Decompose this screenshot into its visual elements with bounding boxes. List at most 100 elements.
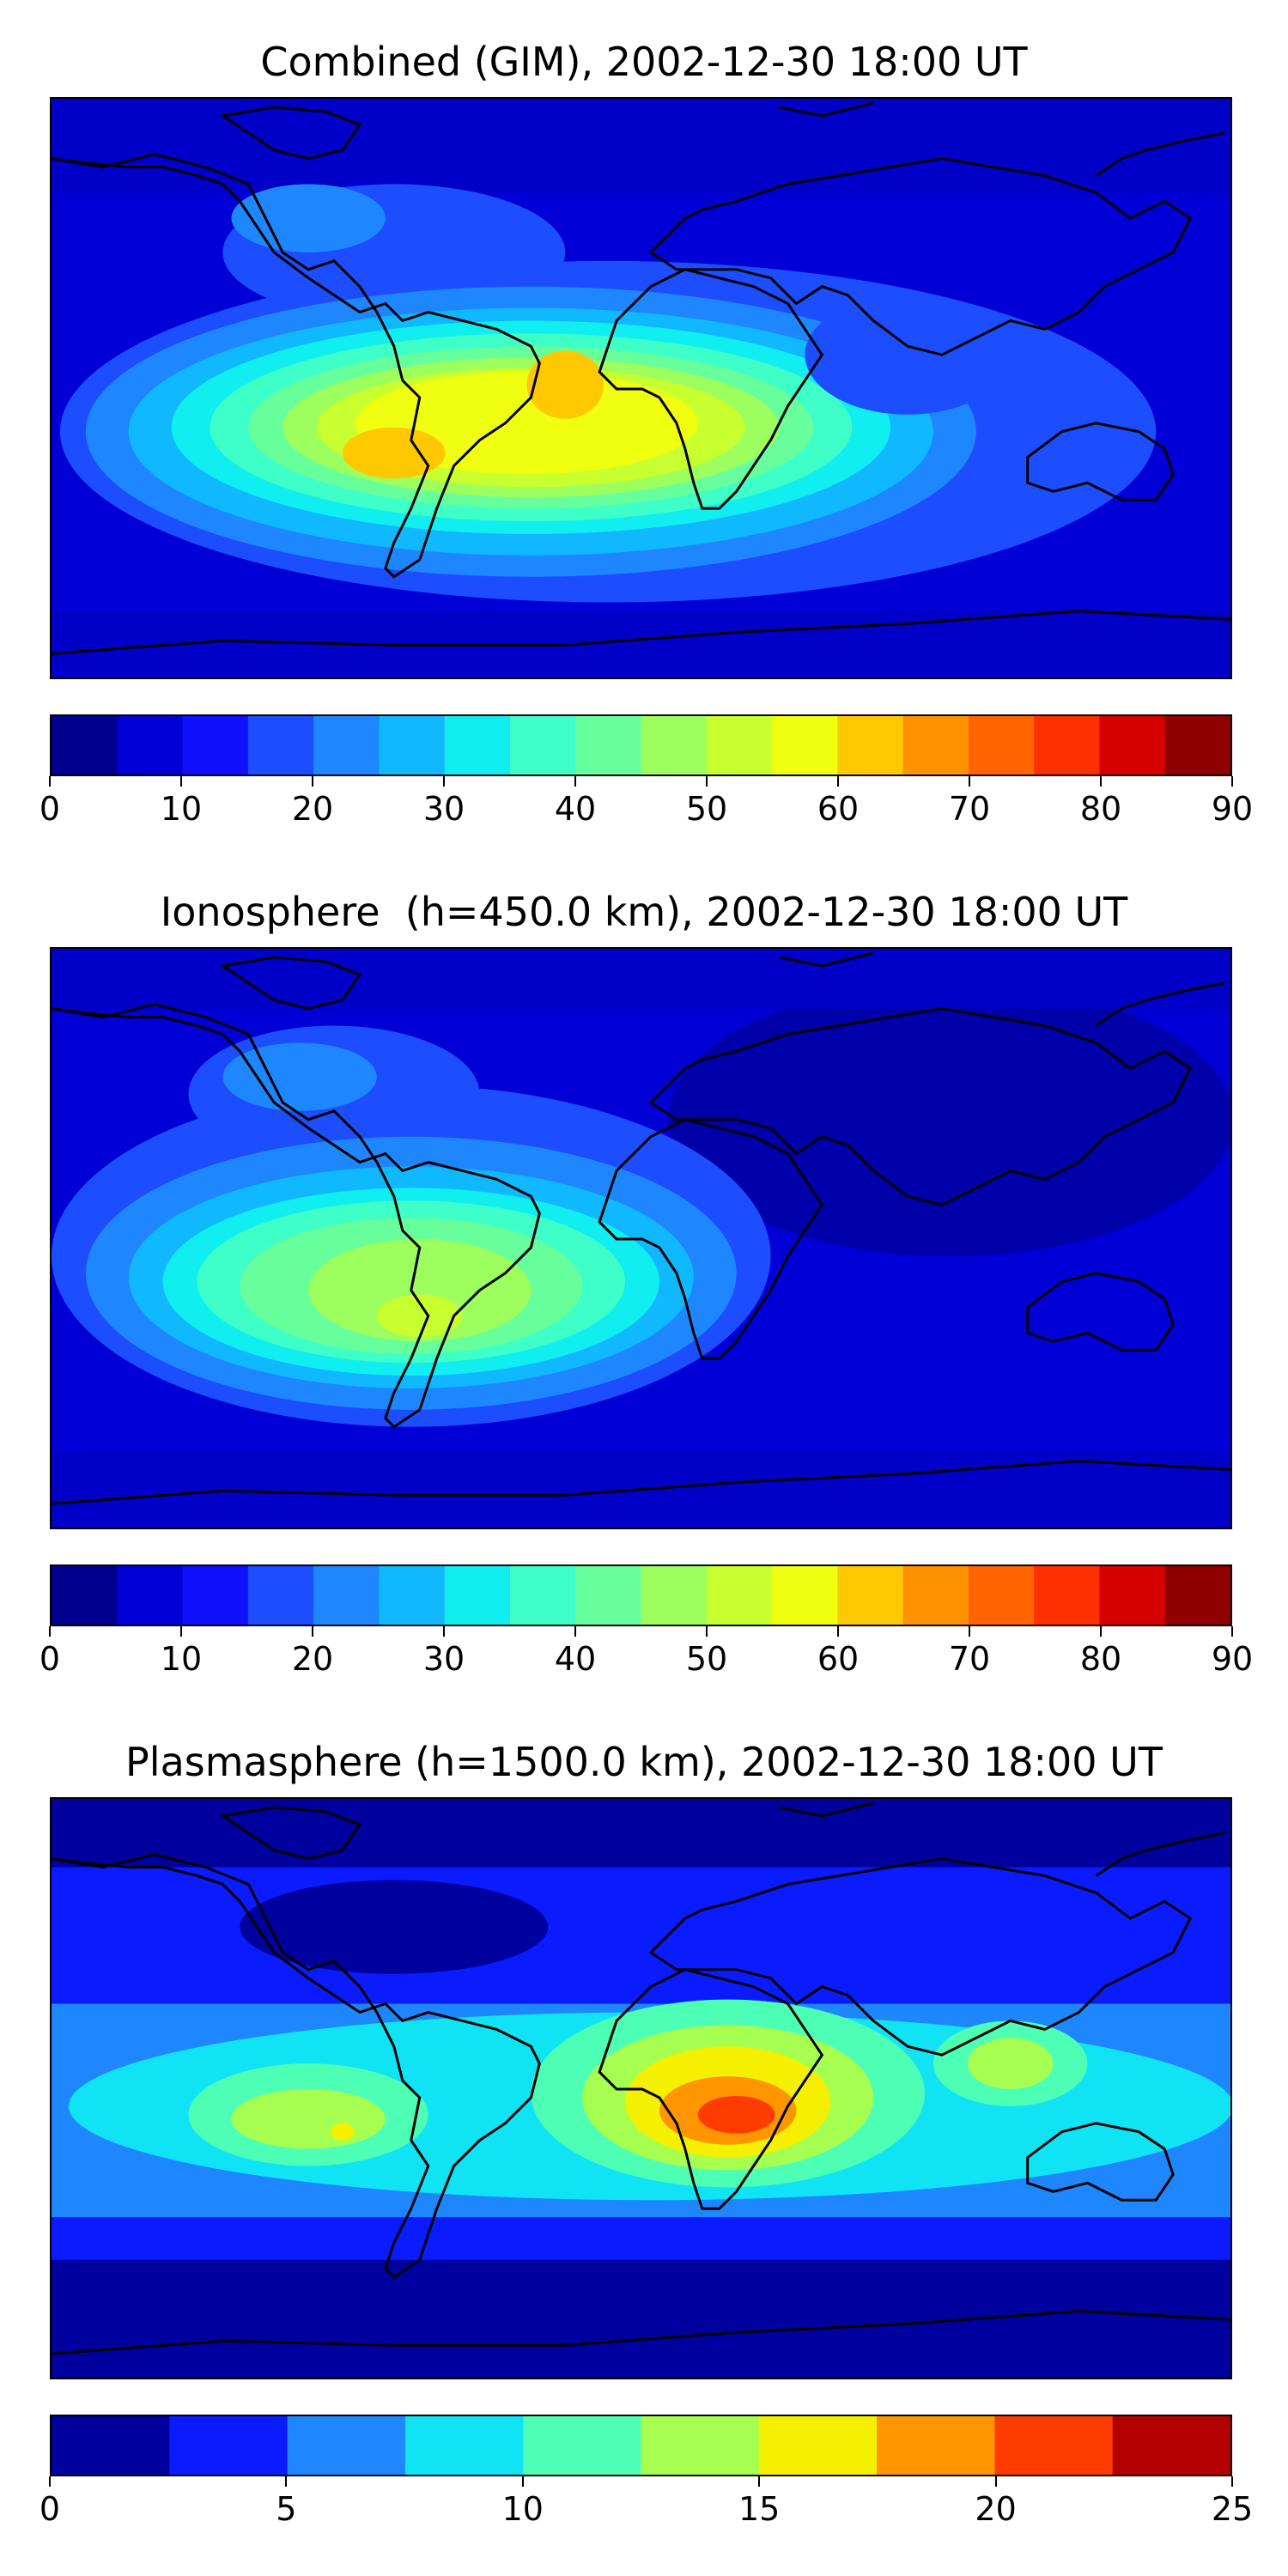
- colorbar-tick: [706, 776, 708, 787]
- colorbar-tick: [443, 776, 445, 787]
- colorbar-segment: [877, 2416, 996, 2475]
- colorbar-segment: [509, 716, 577, 775]
- colorbar-tick: [969, 1626, 970, 1637]
- colorbar-tick: [312, 1626, 313, 1637]
- colorbar-segment: [902, 1566, 969, 1625]
- panel-2-colorbar-ticks: 0 10 20 30 40 50 60 70 80 90: [39, 1626, 1253, 1678]
- colorbar-tick-label: 5: [276, 2490, 297, 2528]
- colorbar-tick-label: 30: [422, 790, 465, 828]
- colorbar-segment: [404, 2416, 524, 2475]
- colorbar-segment: [182, 1566, 249, 1625]
- colorbar-tick: [49, 2476, 51, 2487]
- colorbar-tick: [1231, 2476, 1233, 2487]
- colorbar-segment: [1164, 1566, 1230, 1625]
- colorbar-tick: [1231, 776, 1233, 787]
- colorbar-tick-label: 10: [160, 1640, 203, 1678]
- colorbar-segment: [1034, 716, 1101, 775]
- colorbar-segment: [706, 716, 773, 775]
- colorbar-tick: [180, 776, 182, 787]
- colorbar-segment: [182, 716, 249, 775]
- panel-3-colorbar: [50, 2415, 1232, 2476]
- colorbar-tick-label: 70: [948, 1640, 991, 1678]
- colorbar-tick-label: 20: [291, 1640, 334, 1678]
- colorbar-tick-label: 50: [685, 790, 728, 828]
- colorbar-segment: [509, 1566, 577, 1625]
- colorbar-segment: [117, 1566, 184, 1625]
- panel-1-title: Combined (GIM), 2002-12-30 18:00 UT: [260, 39, 1028, 85]
- panel-1-colorbar-ticks: 0 10 20 30 40 50 60 70 80 90: [39, 776, 1253, 828]
- colorbar-tick: [180, 1626, 182, 1637]
- colorbar-segment: [287, 2416, 406, 2475]
- colorbar-segment: [772, 1566, 839, 1625]
- colorbar-tick: [969, 776, 970, 787]
- colorbar-tick-label: 25: [1211, 2490, 1254, 2528]
- colorbar-segment: [313, 716, 380, 775]
- colorbar-segment: [444, 716, 511, 775]
- colorbar-segment: [968, 1566, 1035, 1625]
- colorbar-tick: [443, 1626, 445, 1637]
- colorbar-tick-label: 10: [160, 790, 203, 828]
- panel-2-title: Ionosphere (h=450.0 km), 2002-12-30 18:0…: [160, 889, 1128, 935]
- colorbar-tick: [837, 776, 839, 787]
- colorbar-segment: [313, 1566, 380, 1625]
- colorbar-segment: [758, 2416, 878, 2475]
- colorbar-segment: [641, 1566, 708, 1625]
- colorbar-segment: [994, 2416, 1114, 2475]
- panel-2-map: [50, 947, 1232, 1529]
- colorbar-tick-label: 80: [1079, 790, 1122, 828]
- colorbar-tick-label: 90: [1211, 1640, 1254, 1678]
- colorbar-tick-label: 70: [948, 790, 991, 828]
- colorbar-segment: [837, 716, 904, 775]
- colorbar-tick: [994, 2476, 997, 2487]
- colorbar-tick-label: 15: [738, 2490, 781, 2528]
- colorbar-tick-label: 0: [39, 1640, 61, 1678]
- colorbar-tick: [574, 1626, 576, 1637]
- colorbar-segment: [1164, 716, 1230, 775]
- colorbar-tick: [758, 2476, 761, 2487]
- colorbar-segment: [706, 1566, 773, 1625]
- colorbar-segment: [968, 716, 1035, 775]
- colorbar-tick-label: 40: [554, 790, 597, 828]
- panel-1-map: [50, 97, 1232, 679]
- panel-3-colorbar-ticks: 0 5 10 15 20 25: [39, 2476, 1253, 2528]
- colorbar-segment: [1099, 1566, 1166, 1625]
- colorbar-segment: [772, 716, 839, 775]
- colorbar-segment: [444, 1566, 511, 1625]
- colorbar-tick: [49, 776, 51, 787]
- colorbar-tick: [837, 1626, 839, 1637]
- colorbar-segment: [837, 1566, 904, 1625]
- colorbar-segment: [169, 2416, 289, 2475]
- colorbar-tick-label: 80: [1079, 1640, 1122, 1678]
- colorbar-tick: [521, 2476, 524, 2487]
- colorbar-segment: [247, 1566, 314, 1625]
- panel-1-colorbar: [50, 714, 1232, 776]
- colorbar-segment: [1034, 1566, 1101, 1625]
- panel-2-colorbar: [50, 1564, 1232, 1626]
- colorbar-tick-label: 0: [39, 2490, 61, 2528]
- colorbar-tick: [1231, 1626, 1233, 1637]
- colorbar-tick-label: 20: [291, 790, 334, 828]
- colorbar-segment: [902, 716, 969, 775]
- colorbar-segment: [1112, 2416, 1230, 2475]
- colorbar-tick-label: 60: [817, 790, 860, 828]
- colorbar-tick: [706, 1626, 708, 1637]
- colorbar-segment: [52, 2416, 171, 2475]
- colorbar-tick: [285, 2476, 288, 2487]
- colorbar-segment: [1099, 716, 1166, 775]
- colorbar-tick: [312, 776, 313, 787]
- colorbar-tick-label: 50: [685, 1640, 728, 1678]
- colorbar-tick-label: 90: [1211, 790, 1254, 828]
- colorbar-segment: [575, 1566, 642, 1625]
- panel-3-title: Plasmasphere (h=1500.0 km), 2002-12-30 1…: [125, 1739, 1163, 1785]
- panel-3-map: [50, 1797, 1232, 2379]
- colorbar-segment: [52, 716, 118, 775]
- colorbar-segment: [379, 1566, 446, 1625]
- colorbar-tick: [1100, 1626, 1102, 1637]
- colorbar-tick-label: 30: [422, 1640, 465, 1678]
- colorbar-segment: [247, 716, 314, 775]
- colorbar-segment: [523, 2416, 642, 2475]
- colorbar-tick-label: 10: [501, 2490, 544, 2528]
- colorbar-tick: [574, 776, 576, 787]
- colorbar-tick-label: 40: [554, 1640, 597, 1678]
- colorbar-tick-label: 0: [39, 790, 61, 828]
